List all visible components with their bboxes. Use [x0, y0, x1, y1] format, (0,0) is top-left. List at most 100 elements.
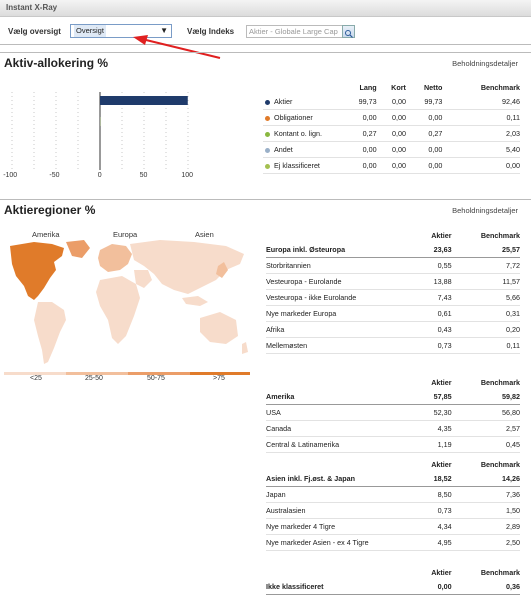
window-titlebar: Instant X-Ray — [0, 0, 531, 17]
app-title: Instant X-Ray — [6, 3, 58, 12]
overview-select[interactable]: Oversigt ▼ — [70, 24, 172, 38]
map-region-australia — [200, 312, 238, 344]
region-group-row: Europa inkl. Østeuropa 23,63 25,57 — [266, 242, 520, 258]
table-row: Central & Latinamerika 1,19 0,45 — [266, 436, 520, 453]
cell-value: 18,52 — [416, 471, 452, 487]
table-row: Aktier 99,73 0,00 99,73 92,46 — [263, 94, 520, 110]
legend-swatch — [4, 372, 66, 375]
row-label: Nye markeder 4 Tigre — [266, 518, 416, 535]
overview-selected-value: Oversigt — [74, 25, 106, 37]
legend-dot-icon — [265, 99, 270, 105]
cell-value: 7,43 — [416, 289, 452, 306]
annotation-arrow — [133, 35, 221, 59]
cell-value: 0,00 — [341, 109, 377, 126]
cell-value: 0,00 — [376, 109, 406, 126]
col-header: Aktier — [431, 377, 452, 387]
cell-value: 4,35 — [416, 420, 452, 437]
cell-value: 2,89 — [451, 518, 520, 535]
cell-value: 0,00 — [405, 109, 443, 126]
row-label: Aktier — [263, 94, 341, 110]
region-group-row: Ikke klassificeret 0,00 0,36 — [266, 579, 520, 595]
cell-value: 0,20 — [451, 321, 520, 338]
overview-label: Vælg oversigt — [8, 27, 61, 36]
cell-value: 7,36 — [451, 486, 520, 503]
table-row: Canada 4,35 2,57 — [266, 420, 520, 437]
cell-value: 1,19 — [416, 436, 452, 453]
legend-label: 50-75 — [147, 375, 165, 382]
legend-label: <25 — [30, 375, 42, 382]
cell-value: 14,26 — [451, 471, 520, 487]
region-table: Aktier Benchmark Amerika 57,85 59,82 USA 52,30… — [266, 375, 520, 453]
axis-tick-label: 50 — [139, 172, 148, 179]
cell-value: 25,57 — [451, 242, 520, 258]
regions-details-link[interactable]: Beholdningsdetaljer — [452, 206, 518, 215]
index-lookup-button[interactable] — [342, 25, 355, 38]
row-label: Asien inkl. Fj.øst. & Japan — [266, 471, 416, 487]
regions-title: Aktieregioner % — [4, 203, 96, 217]
cell-value: 0,00 — [341, 157, 377, 174]
map-region-middle-east — [134, 270, 152, 288]
cell-value: 52,30 — [416, 404, 452, 421]
row-label: Japan — [266, 486, 416, 503]
row-label: Australasien — [266, 502, 416, 519]
cell-value: 0,00 — [416, 579, 452, 595]
cell-value: 92,46 — [442, 94, 520, 110]
cell-value: 0,43 — [416, 321, 452, 338]
col-header: Netto — [423, 82, 443, 92]
map-region-new-zealand — [242, 342, 248, 354]
cell-value: 0,11 — [451, 337, 520, 354]
allocation-details-link[interactable]: Beholdningsdetaljer — [452, 59, 518, 68]
table-row: Afrika 0,43 0,20 — [266, 321, 520, 338]
cell-value: 0,00 — [376, 94, 406, 110]
row-label: Nye markeder Asien - ex 4 Tigre — [266, 534, 416, 551]
col-header: Benchmark — [480, 230, 520, 240]
cell-value: 0,36 — [451, 579, 520, 595]
col-header: Aktier — [431, 459, 452, 469]
map-label-asien: Asien — [195, 230, 214, 239]
col-header: Aktier — [431, 567, 452, 577]
section-divider — [0, 52, 531, 53]
table-row: Andet 0,00 0,00 0,00 5,40 — [263, 141, 520, 158]
dropdown-arrow-icon[interactable]: ▼ — [160, 26, 168, 35]
region-table: Aktier Benchmark Ikke klassificeret 0,00 0,3… — [266, 565, 520, 595]
col-header: Benchmark — [480, 82, 520, 92]
region-table: Aktier Benchmark Asien inkl. Fj.øst. & Jap… — [266, 457, 520, 551]
table-row: USA 52,30 56,80 — [266, 404, 520, 421]
cell-value: 0,00 — [376, 125, 406, 142]
cell-value: 0,00 — [405, 157, 443, 174]
col-header: Aktier — [431, 230, 452, 240]
cell-value: 0,61 — [416, 305, 452, 322]
legend-swatch — [128, 372, 190, 375]
row-label: Central & Latinamerika — [266, 436, 416, 453]
cell-value: 99,73 — [405, 94, 443, 110]
map-region-europe — [98, 244, 132, 272]
legend-label: 25-50 — [85, 375, 103, 382]
map-region-north-america — [10, 242, 64, 300]
cell-value: 2,57 — [451, 420, 520, 437]
region-table: Aktier Benchmark Europa inkl. Østeuropa 23,… — [266, 228, 520, 354]
map-region-japan — [216, 262, 228, 278]
cell-value: 0,27 — [405, 125, 443, 142]
col-header: Benchmark — [480, 377, 520, 387]
col-header: Kort — [391, 82, 406, 92]
cell-value: 1,50 — [451, 502, 520, 519]
allocation-title: Aktiv-allokering % — [4, 56, 109, 70]
cell-value: 0,00 — [405, 141, 443, 158]
table-row: Australasien 0,73 1,50 — [266, 502, 520, 519]
row-label: Amerika — [266, 389, 416, 405]
cell-value: 5,66 — [451, 289, 520, 306]
col-header: Benchmark — [480, 459, 520, 469]
cell-value: 2,50 — [451, 534, 520, 551]
map-label-amerika: Amerika — [32, 230, 60, 239]
table-row: Nye markeder 4 Tigre 4,34 2,89 — [266, 518, 520, 535]
axis-tick-label: -50 — [49, 172, 60, 179]
legend-dot-icon — [265, 131, 270, 137]
index-input[interactable]: Aktier - Globale Large Cap — [246, 25, 343, 38]
cell-value: 0,00 — [376, 141, 406, 158]
table-row: Nye markeder Europa 0,61 0,31 — [266, 305, 520, 322]
cell-value: 0,45 — [451, 436, 520, 453]
map-label-europa: Europa — [113, 230, 138, 239]
col-header: Benchmark — [480, 567, 520, 577]
row-label: Vesteuropa - Eurolande — [266, 273, 416, 290]
row-label: Europa inkl. Østeuropa — [266, 242, 416, 258]
